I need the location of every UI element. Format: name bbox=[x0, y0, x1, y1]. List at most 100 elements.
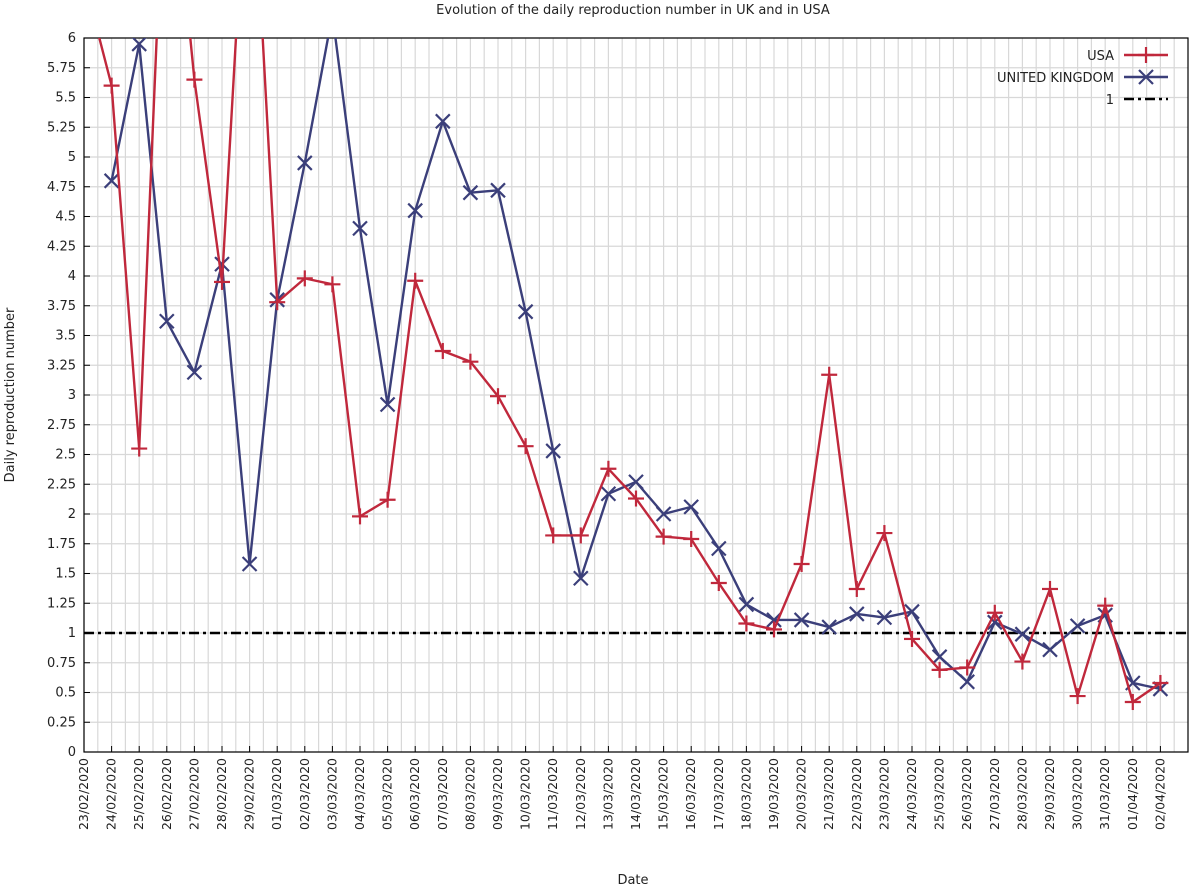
x-tick-label: 24/03/2020 bbox=[904, 758, 919, 830]
point-united-kingdom bbox=[462, 184, 479, 201]
x-tick-label: 28/02/2020 bbox=[214, 758, 229, 830]
point-usa bbox=[214, 273, 230, 290]
legend-item-1: 1 bbox=[1106, 93, 1168, 108]
legend-label: 1 bbox=[1106, 93, 1114, 108]
axes: 0 0.25 0.5 0.75 1 1.25 1.5 1.75 2 2.25 2.5 2.75 3 3.2… bbox=[47, 31, 1189, 830]
point-usa bbox=[545, 527, 562, 544]
point-usa bbox=[572, 527, 589, 544]
y-tick-label: 5.75 bbox=[47, 61, 76, 76]
x-tick-label: 02/03/2020 bbox=[297, 758, 312, 830]
point-usa bbox=[1042, 580, 1058, 597]
point-usa bbox=[352, 508, 368, 525]
x-tick-label: 27/02/2020 bbox=[186, 758, 201, 830]
marker-stroke bbox=[490, 182, 506, 199]
marker-stroke bbox=[352, 220, 368, 237]
marker-stroke bbox=[876, 609, 893, 626]
point-usa bbox=[738, 615, 755, 632]
x-tick-label: 24/02/2020 bbox=[104, 758, 119, 830]
point-usa bbox=[931, 661, 948, 678]
y-tick-label: 0.5 bbox=[55, 686, 76, 701]
y-tick-label: 0.75 bbox=[47, 656, 76, 671]
legend: USA UNITED KINGDOM 1 bbox=[997, 47, 1168, 108]
marker-stroke bbox=[159, 313, 175, 329]
marker-stroke bbox=[573, 570, 589, 587]
y-tick-label: 3.75 bbox=[47, 299, 76, 314]
y-tick-label: 4 bbox=[68, 269, 76, 284]
point-united-kingdom bbox=[1069, 618, 1086, 634]
x-tick-label: 10/03/2020 bbox=[518, 758, 533, 830]
point-united-kingdom bbox=[711, 540, 727, 557]
point-united-kingdom bbox=[628, 474, 644, 490]
marker-stroke bbox=[462, 184, 479, 201]
x-tick-label: 18/03/2020 bbox=[738, 758, 753, 830]
point-usa bbox=[186, 71, 203, 88]
y-tick-label: 2 bbox=[68, 507, 76, 522]
point-usa bbox=[434, 342, 451, 359]
legend-item-united-kingdom: UNITED KINGDOM bbox=[997, 69, 1168, 86]
x-tick-label: 26/02/2020 bbox=[159, 758, 174, 830]
point-usa bbox=[683, 530, 700, 547]
x-tick-label: 06/03/2020 bbox=[407, 758, 422, 830]
x-tick-label: 01/04/2020 bbox=[1125, 758, 1140, 830]
marker-stroke bbox=[186, 364, 203, 381]
marker-stroke bbox=[297, 155, 313, 171]
x-tick-label: 30/03/2020 bbox=[1070, 758, 1085, 830]
marker-stroke bbox=[766, 612, 782, 628]
x-tick-label: 11/03/2020 bbox=[545, 758, 560, 830]
point-usa bbox=[462, 353, 479, 370]
point-united-kingdom bbox=[959, 674, 975, 690]
y-tick-label: 0 bbox=[68, 745, 76, 760]
point-usa bbox=[103, 77, 120, 94]
x-tick-label: 01/03/2020 bbox=[269, 758, 284, 830]
marker-stroke bbox=[379, 396, 396, 413]
legend-marker bbox=[1138, 47, 1154, 63]
x-tick-label: 22/03/2020 bbox=[849, 758, 864, 830]
marker-stroke bbox=[131, 38, 147, 52]
x-tick-label: 29/03/2020 bbox=[1042, 758, 1057, 830]
series-layer bbox=[84, 7, 1188, 711]
chart-title: Evolution of the daily reproduction numb… bbox=[436, 3, 830, 18]
point-usa bbox=[793, 555, 810, 572]
x-tick-label: 07/03/2020 bbox=[435, 758, 450, 830]
point-usa bbox=[1124, 694, 1141, 711]
point-united-kingdom bbox=[407, 202, 423, 219]
marker-stroke bbox=[821, 619, 837, 635]
marker-stroke bbox=[407, 202, 423, 219]
y-tick-label: 1.25 bbox=[47, 596, 76, 611]
point-usa bbox=[986, 604, 1003, 621]
point-usa bbox=[1014, 653, 1031, 670]
marker-stroke bbox=[904, 603, 920, 620]
point-usa bbox=[379, 491, 396, 508]
x-tick-label: 31/03/2020 bbox=[1097, 758, 1112, 830]
point-united-kingdom bbox=[655, 506, 672, 522]
point-united-kingdom bbox=[435, 113, 451, 130]
x-tick-label: 16/03/2020 bbox=[683, 758, 698, 830]
point-united-kingdom bbox=[103, 173, 120, 189]
marker-stroke bbox=[959, 674, 975, 690]
point-united-kingdom bbox=[186, 364, 203, 381]
marker-stroke bbox=[435, 113, 451, 130]
point-united-kingdom bbox=[987, 614, 1003, 631]
point-united-kingdom bbox=[821, 619, 837, 635]
point-usa bbox=[407, 272, 424, 289]
x-tick-label: 17/03/2020 bbox=[711, 758, 726, 830]
marker-stroke bbox=[103, 173, 120, 189]
x-tick-label: 23/03/2020 bbox=[876, 758, 891, 830]
y-tick-label: 5 bbox=[68, 150, 76, 165]
y-tick-label: 5.25 bbox=[47, 120, 76, 135]
point-usa bbox=[848, 580, 865, 597]
marker-stroke bbox=[600, 485, 617, 502]
x-tick-label: 12/03/2020 bbox=[573, 758, 588, 830]
y-tick-label: 3 bbox=[68, 388, 76, 403]
x-tick-label: 26/03/2020 bbox=[959, 758, 974, 830]
y-tick-label: 2.75 bbox=[47, 418, 76, 433]
y-tick-label: 2.5 bbox=[55, 448, 76, 463]
point-usa bbox=[490, 388, 506, 405]
x-tick-label: 05/03/2020 bbox=[380, 758, 395, 830]
marker-stroke bbox=[1014, 626, 1031, 642]
y-tick-label: 6 bbox=[68, 31, 76, 46]
marker-stroke bbox=[325, 7, 339, 21]
point-united-kingdom bbox=[131, 38, 147, 52]
point-usa bbox=[710, 575, 727, 592]
